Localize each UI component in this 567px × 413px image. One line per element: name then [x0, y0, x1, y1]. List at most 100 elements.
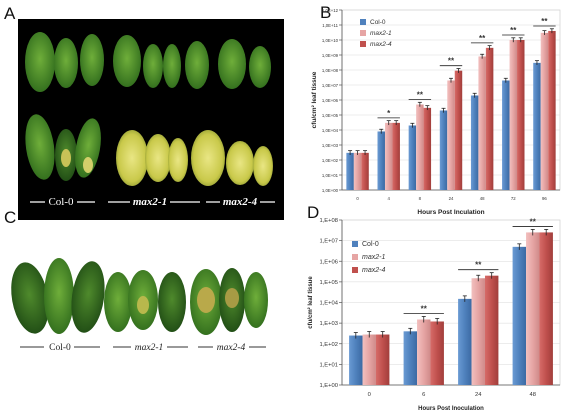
chart-b-bar-max2-4-8 [423, 107, 432, 190]
chart-b-bar-max2-1-4 [384, 122, 393, 190]
chart-b-significance-label: * [387, 109, 391, 118]
photo-a-label-max2-4: max2-4 [223, 196, 258, 208]
chart-b-bar-col-0-0 [346, 152, 354, 190]
chart-b-bar-col-0-72 [502, 80, 510, 190]
chart-b-significance-label: ** [510, 26, 517, 35]
chart-d-bar-max2-4-24 [484, 275, 499, 385]
chart-b-significance-label: ** [541, 17, 548, 26]
chart-d-xtick-label: 24 [475, 392, 482, 398]
chart-b-xtick-label: 72 [511, 196, 516, 201]
chart-b-ytick-label: 1,0E+00 [322, 188, 339, 193]
chart-d-bar-max2-1-24 [471, 278, 485, 385]
chart-d-bar-max2-1-6 [417, 319, 431, 385]
chart-b-ytick-label: 1,0E+01 [322, 173, 339, 178]
chart-d-legend-label-2: max2-4 [362, 267, 385, 274]
photo-c-label-max2-1: max2-1 [135, 343, 164, 353]
photo-a-top-row [25, 32, 271, 92]
chart-b-bar-max2-1-48 [478, 56, 486, 191]
chart-b-bar-max2-1-8 [416, 104, 424, 190]
chart-d: 1,E+00 1,E+01 1,E+02 1,E+03 1,E+04 1,E+05 1,E+… [307, 217, 561, 412]
chart-b-legend-swatch-0 [360, 19, 366, 25]
chart-d-bar-max2-4-6 [430, 321, 444, 385]
chart-b-bar-col-0-48 [470, 95, 479, 190]
chart-b-bar-col-0-24 [439, 110, 448, 190]
chart-b-ytick-label: 1,0E+05 [322, 113, 339, 118]
chart-d-significance-label: ** [530, 217, 537, 226]
chart-b-legend-label-2: max2-4 [370, 41, 392, 48]
chart-d-ytick-label: 1,E+06 [319, 259, 338, 265]
chart-d-bar-col-0-24 [458, 298, 472, 385]
chart-b-significance-label: ** [448, 57, 455, 66]
chart-d-ytick-label: 1,E+00 [319, 383, 338, 389]
chart-d-xtick-label: 48 [530, 392, 536, 398]
chart-d-significance-label: ** [475, 261, 482, 270]
chart-b-bar-max2-4-96 [548, 30, 556, 190]
chart-b: 1,0E+00 1,0E+01 1,0E+02 1,0E+03 1,0E+04 1,0E+… [311, 8, 561, 216]
chart-b-xtick-label: 48 [480, 196, 485, 201]
chart-b-legend-label-1: max2-1 [370, 30, 392, 37]
chart-b-bar-col-0-4 [377, 131, 385, 190]
chart-b-ytick-label: 1,0E+10 [322, 38, 339, 43]
chart-d-significance-label: ** [421, 304, 428, 313]
chart-d-bar-col-0-0 [349, 335, 363, 385]
chart-d-xtick-label: 6 [422, 392, 425, 398]
chart-d-ytick-label: 1,E+02 [319, 342, 338, 348]
chart-b-xtick-label: 8 [419, 196, 422, 201]
photo-a-bottom-row [25, 114, 273, 186]
chart-b-bar-max2-4-0 [361, 152, 369, 190]
chart-d-ytick-label: 1,E+04 [319, 301, 338, 307]
chart-b-y-axis-title: cfu/cm² leaf tissue [311, 71, 318, 128]
chart-d-bar-col-0-48 [512, 246, 527, 385]
chart-b-ytick-label: 1,0E+06 [322, 98, 339, 103]
chart-d-bar-max2-1-0 [362, 334, 376, 385]
chart-b-xtick-label: 4 [388, 196, 391, 201]
chart-d-legend-swatch-1 [352, 254, 358, 260]
chart-d-y-axis-title: cfu/cm² leaf tissue [307, 276, 314, 329]
panel-letter-d: D [307, 203, 320, 222]
panel-letter-a: A [4, 4, 16, 23]
chart-b-significance-label: ** [479, 34, 486, 43]
leaf-photo-c: Col-0 max2-1 max2-4 [11, 258, 268, 353]
photo-a-label-col0: Col-0 [48, 196, 74, 208]
chart-b-bar-max2-4-72 [517, 40, 525, 190]
panel-letter-c: C [4, 208, 17, 227]
chart-b-xtick-label: 96 [542, 196, 547, 201]
chart-b-bar-col-0-8 [408, 125, 417, 190]
chart-d-ytick-label: 1,E+07 [319, 239, 338, 245]
chart-d-x-axis-title: Hours Post Inoculation [418, 406, 484, 412]
chart-b-bar-max2-4-4 [392, 122, 400, 190]
chart-d-xtick-label: 0 [368, 392, 371, 398]
chart-d-ytick-label: 1,E+08 [319, 218, 338, 224]
chart-d-bar-max2-4-48 [539, 232, 553, 385]
chart-d-legend-label-0: Col-0 [362, 241, 379, 248]
chart-b-legend-swatch-2 [360, 41, 366, 47]
chart-b-ytick-label: 1,0E+04 [322, 128, 339, 133]
chart-d-ytick-label: 1,E+01 [319, 362, 338, 368]
chart-b-ytick-label: 1,0E+03 [322, 143, 339, 148]
panel-letter-b: B [320, 3, 332, 22]
chart-b-ytick-label: 1,0E+12 [322, 8, 339, 13]
chart-b-bar-max2-1-0 [353, 152, 362, 190]
photo-a-label-max2-1: max2-1 [133, 196, 167, 208]
chart-b-ytick-label: 1,0E+11 [322, 23, 338, 28]
chart-b-bar-max2-1-72 [509, 40, 518, 190]
chart-b-bar-max2-4-24 [454, 70, 463, 190]
photo-c-label-max2-4: max2-4 [217, 343, 246, 353]
chart-b-ytick-label: 1,0E+09 [322, 53, 339, 58]
chart-b-ytick-label: 1,0E+02 [322, 158, 339, 163]
leaf-photo-a: Col-0 max2-1 max2-4 [18, 19, 284, 220]
photo-c-label-col0: Col-0 [49, 343, 71, 353]
chart-b-bar-col-0-96 [533, 62, 541, 190]
chart-d-bar-col-0-6 [403, 331, 418, 385]
chart-b-legend-swatch-1 [360, 30, 366, 36]
chart-b-ytick-label: 1,0E+07 [322, 83, 339, 88]
chart-d-legend-label-1: max2-1 [362, 254, 385, 261]
chart-b-xtick-label: 0 [356, 196, 359, 201]
chart-b-bar-max2-4-48 [485, 47, 494, 190]
chart-d-legend-swatch-0 [352, 241, 358, 247]
chart-d-ytick-label: 1,E+03 [319, 321, 338, 327]
chart-b-significance-label: ** [417, 91, 424, 100]
chart-d-ytick-label: 1,E+05 [319, 280, 338, 286]
chart-b-legend-label-0: Col-0 [370, 19, 386, 26]
chart-b-xtick-label: 24 [449, 196, 454, 201]
